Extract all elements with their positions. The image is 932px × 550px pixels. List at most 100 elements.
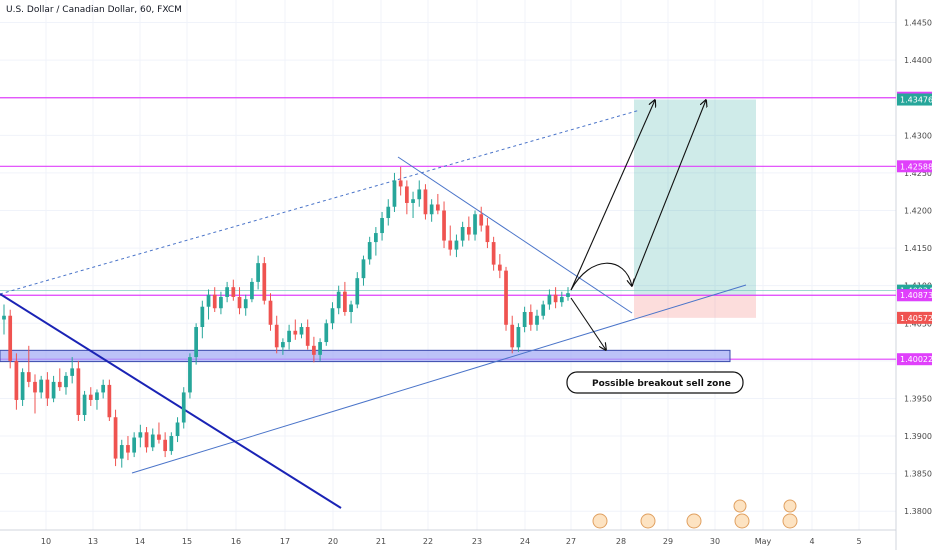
candle-body: [522, 311, 527, 328]
candle-body: [88, 394, 93, 400]
x-tick-label: 5: [856, 537, 861, 546]
candle-body: [274, 324, 279, 348]
candle-body: [510, 324, 515, 348]
candle-body: [113, 417, 118, 459]
y-tick-label: 1.38500: [904, 470, 932, 479]
x-tick-label: May: [755, 537, 772, 546]
descending-trendline: [397, 156, 633, 314]
candle-body: [281, 342, 285, 348]
price-label-box: [897, 311, 932, 324]
x-tick-label: 16: [231, 537, 241, 546]
candle-body: [349, 304, 353, 312]
candle-body: [491, 242, 496, 265]
candle-body: [45, 379, 50, 399]
candle-body: [423, 189, 428, 215]
candle-body: [299, 327, 304, 335]
candle-body: [144, 432, 149, 448]
y-tick-label: 1.38000: [904, 507, 932, 516]
candle-body: [454, 240, 459, 250]
candle-body: [541, 304, 546, 316]
candle-body: [559, 296, 564, 303]
price-label-box: [897, 93, 932, 106]
candle-body: [39, 379, 44, 393]
candle-body: [547, 294, 552, 305]
candle-body: [535, 315, 539, 325]
candle-body: [305, 327, 310, 346]
x-tick-label: 13: [88, 537, 98, 546]
candle-body: [497, 264, 502, 271]
candle-body: [163, 439, 168, 452]
candle-body: [367, 242, 372, 260]
breakout-zone-rect: [0, 349, 731, 363]
candle-body: [206, 294, 211, 307]
y-tick-label: 1.42000: [904, 206, 932, 215]
economic-event-icon: [783, 499, 797, 513]
candle-body: [330, 308, 335, 324]
candle-body: [312, 345, 316, 355]
economic-event-icon: [640, 513, 656, 529]
candle-body: [268, 300, 273, 325]
candle-body: [231, 287, 236, 297]
candle-body: [70, 368, 75, 376]
candle-body: [8, 315, 13, 361]
candle-body: [119, 445, 124, 459]
candle-body: [404, 186, 409, 203]
x-tick-label: 15: [182, 537, 192, 546]
long-downtrend-line: [0, 293, 342, 509]
candle-body: [293, 330, 298, 335]
price-label-text: 1.40022: [900, 355, 932, 364]
candle-body: [26, 372, 31, 382]
candle-body: [138, 432, 143, 438]
candle-body: [262, 263, 267, 301]
up-arrow-1: [570, 100, 655, 291]
candle-body: [343, 291, 347, 312]
candle-body: [107, 384, 112, 418]
candle-body: [126, 445, 130, 453]
y-tick-label: 1.39000: [904, 432, 932, 441]
candle-body: [374, 233, 378, 243]
x-tick-label: 29: [663, 537, 673, 546]
candle-body: [448, 240, 453, 250]
candle-body: [516, 327, 521, 348]
candle-body: [392, 180, 397, 207]
price-label-text: 1.40873: [900, 291, 932, 300]
candle-body: [485, 225, 490, 243]
candle-body: [442, 210, 446, 241]
economic-event-icon: [734, 513, 750, 529]
callout-box: [566, 371, 744, 394]
candle-body: [460, 227, 465, 241]
x-tick-label: 20: [328, 537, 338, 546]
economic-event-icon: [592, 513, 608, 529]
candle-body: [169, 436, 174, 452]
candle-body: [324, 323, 329, 343]
candle-body: [20, 372, 25, 400]
y-tick-label: 1.39500: [904, 394, 932, 403]
price-label-box: [897, 353, 932, 366]
candle-body: [194, 327, 198, 358]
stop-zone: [634, 295, 756, 318]
economic-event-icon: [782, 513, 798, 529]
candle-body: [504, 270, 508, 325]
candle-body: [256, 263, 260, 282]
y-tick-label: 1.42500: [904, 169, 932, 178]
price-label-box: [897, 160, 932, 173]
candle-body: [336, 291, 341, 309]
candle-body: [219, 296, 223, 309]
candle-body: [200, 306, 205, 328]
x-tick-label: 17: [280, 537, 290, 546]
candle-body: [64, 375, 68, 388]
candle-body: [76, 368, 81, 415]
candle-body: [287, 330, 291, 343]
candle-body: [225, 287, 229, 297]
candle-body: [150, 434, 155, 448]
x-tick-label: 24: [520, 537, 530, 546]
candle-body: [188, 357, 192, 393]
candle-body: [417, 189, 422, 200]
candle-body: [82, 394, 87, 415]
y-tick-label: 1.44500: [904, 19, 932, 28]
candle-body: [33, 381, 37, 393]
x-tick-label: 14: [135, 537, 145, 546]
y-tick-label: 1.41500: [904, 244, 932, 253]
